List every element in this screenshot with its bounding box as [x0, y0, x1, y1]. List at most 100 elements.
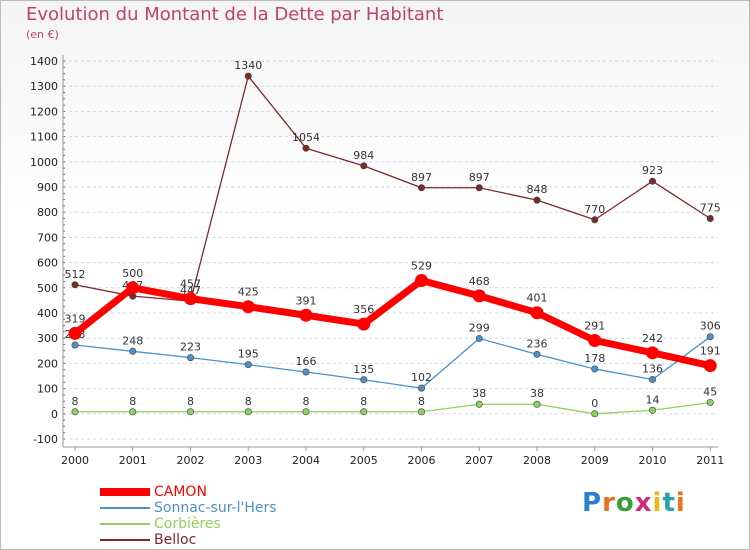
data-label: 102: [411, 371, 432, 384]
data-label: 136: [642, 363, 663, 376]
data-label: 8: [187, 395, 194, 408]
legend-swatch: [100, 539, 150, 541]
data-label: 306: [700, 320, 721, 333]
data-label: 299: [469, 321, 490, 334]
data-point: [302, 408, 310, 416]
y-tick-label: 1300: [30, 80, 58, 93]
data-point: [533, 400, 541, 408]
y-tick-label: 600: [37, 257, 58, 270]
data-point: [241, 300, 255, 314]
data-label: 897: [411, 171, 432, 184]
series-line: [74, 75, 711, 302]
y-tick-label: 100: [37, 383, 58, 396]
data-point: [71, 341, 79, 349]
x-tick-label: 2011: [696, 454, 724, 467]
series-line: [71, 276, 714, 370]
data-point: [475, 334, 483, 342]
data-label: 242: [642, 332, 663, 345]
y-tick-label: 1000: [30, 156, 58, 169]
data-label: 8: [72, 395, 79, 408]
data-point: [530, 306, 544, 320]
legend-label: Sonnac-sur-l'Hers: [154, 500, 277, 516]
data-label: 425: [238, 286, 259, 299]
data-label: 236: [527, 337, 548, 350]
data-label: 500: [122, 267, 143, 280]
data-label: 923: [642, 164, 663, 177]
y-tick-label: 1100: [30, 131, 58, 144]
data-label: 8: [245, 395, 252, 408]
data-point: [472, 289, 486, 303]
y-tick-label: 1200: [30, 105, 58, 118]
data-point: [591, 365, 599, 373]
x-tick-label: 2002: [177, 454, 205, 467]
chart-title: Evolution du Montant de la Dette par Hab…: [26, 4, 444, 25]
y-tick-label: 500: [37, 282, 58, 295]
data-point: [357, 317, 371, 331]
x-tick-label: 2010: [639, 454, 667, 467]
data-label: 770: [584, 203, 605, 216]
data-label: 356: [353, 303, 374, 316]
data-point: [417, 184, 425, 192]
data-label: 848: [527, 183, 548, 196]
data-point: [646, 346, 659, 360]
data-label: 291: [584, 319, 605, 332]
x-tick-label: 2008: [523, 454, 551, 467]
data-label: 195: [238, 348, 259, 361]
y-tick-label: -100: [33, 433, 58, 446]
data-point: [187, 354, 195, 362]
data-label: 191: [700, 345, 721, 358]
legend-label: Belloc: [154, 532, 197, 548]
legend-item: Corbières: [100, 516, 277, 532]
data-point: [187, 408, 195, 416]
data-label: 8: [360, 395, 367, 408]
data-point: [360, 376, 368, 384]
y-tick-label: 0: [51, 408, 58, 421]
data-point: [360, 162, 368, 170]
data-label: 984: [353, 149, 374, 162]
data-label: 8: [129, 395, 136, 408]
data-point: [71, 281, 79, 289]
data-label: 45: [703, 385, 717, 398]
data-point: [244, 72, 252, 80]
data-label: 166: [296, 355, 317, 368]
y-tick-label: 200: [37, 357, 58, 370]
data-point: [648, 177, 656, 185]
x-tick-label: 2005: [350, 454, 378, 467]
x-tick-label: 2004: [292, 454, 320, 467]
legend-swatch: [100, 488, 150, 496]
data-label: 223: [180, 341, 201, 354]
data-point: [475, 184, 483, 192]
data-point: [533, 350, 541, 358]
data-label: 401: [527, 292, 548, 305]
series-line: [74, 401, 711, 415]
x-tick-label: 2000: [61, 454, 89, 467]
data-point: [126, 281, 140, 295]
data-point: [302, 144, 310, 152]
data-label: 775: [700, 202, 721, 215]
data-point: [129, 408, 137, 416]
series-line: [74, 336, 711, 389]
data-label: 135: [353, 363, 374, 376]
chart-unit: (en €): [26, 28, 59, 41]
legend-item: Belloc: [100, 532, 277, 548]
data-label: 457: [180, 278, 201, 291]
data-point: [302, 368, 310, 376]
data-point: [71, 408, 79, 416]
data-label: 0: [591, 397, 598, 410]
y-tick-label: 700: [37, 231, 58, 244]
data-label: 38: [472, 387, 486, 400]
data-label: 468: [469, 275, 490, 288]
data-label: 8: [418, 395, 425, 408]
data-point: [184, 292, 197, 306]
proxiti-logo: Proxiti: [582, 488, 686, 518]
legend-item: Sonnac-sur-l'Hers: [100, 500, 277, 516]
data-label: 512: [65, 268, 86, 281]
data-point: [706, 215, 714, 223]
data-point: [588, 333, 602, 347]
data-label: 529: [411, 259, 432, 272]
x-tick-label: 2007: [465, 454, 493, 467]
data-point: [417, 408, 425, 416]
data-point: [299, 308, 313, 322]
